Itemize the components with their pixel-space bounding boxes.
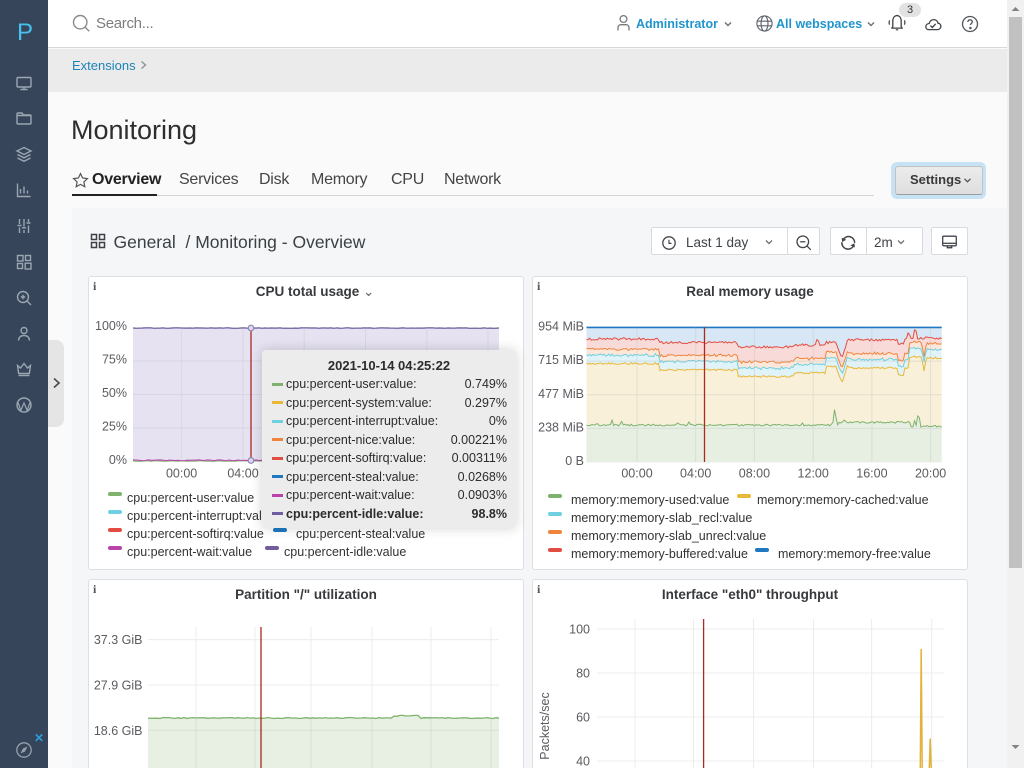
svg-text:16:00: 16:00 [856,467,887,481]
svg-text:12:00: 12:00 [798,467,829,481]
svg-text:715 MiB: 715 MiB [538,353,584,367]
svg-text:238 MiB: 238 MiB [538,421,584,435]
svg-text:00:00: 00:00 [166,467,197,481]
svg-text:100: 100 [569,623,590,637]
svg-text:60: 60 [576,711,590,725]
svg-text:27.9 GiB: 27.9 GiB [94,679,143,693]
svg-text:08:00: 08:00 [739,467,770,481]
svg-text:75%: 75% [102,353,127,367]
svg-text:04:00: 04:00 [227,467,258,481]
svg-text:40: 40 [576,755,590,768]
svg-text:04:00: 04:00 [680,467,711,481]
svg-text:25%: 25% [102,420,127,434]
svg-text:0%: 0% [109,453,127,467]
svg-text:20:00: 20:00 [915,467,946,481]
svg-text:50%: 50% [102,386,127,400]
svg-text:37.3 GiB: 37.3 GiB [94,633,143,647]
svg-text:00:00: 00:00 [621,467,652,481]
svg-text:0 B: 0 B [565,454,584,468]
svg-text:954 MiB: 954 MiB [538,320,584,334]
svg-text:18.6 GiB: 18.6 GiB [94,724,143,738]
svg-text:100%: 100% [95,319,127,333]
svg-text:80: 80 [576,667,590,681]
svg-text:Packets/sec: Packets/sec [538,692,552,759]
svg-text:477 MiB: 477 MiB [538,387,584,401]
